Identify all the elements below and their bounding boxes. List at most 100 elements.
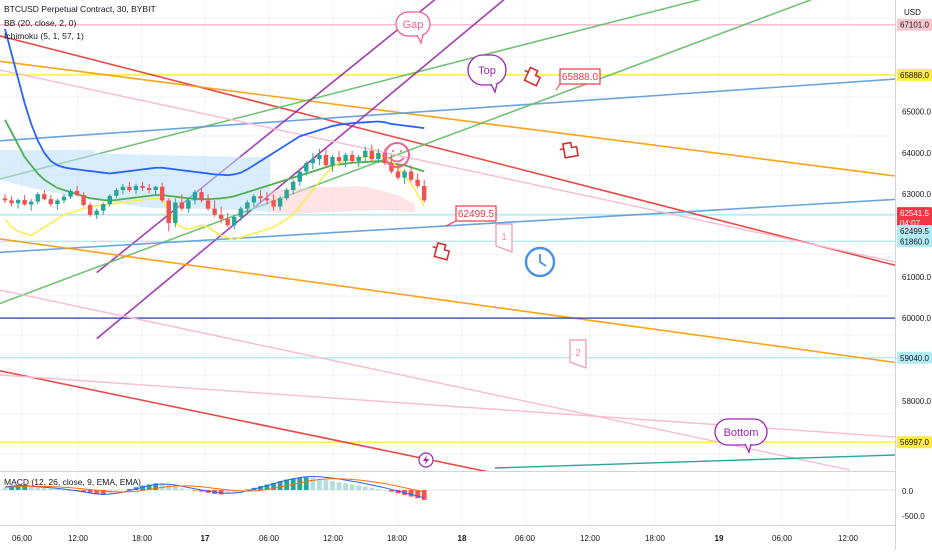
flag-1: 1: [495, 223, 513, 253]
macd-histogram-bar: [140, 485, 145, 490]
macd-histogram-bar: [192, 490, 198, 491]
price-label-62499-box: [455, 205, 497, 222]
macd-indicator-legend[interactable]: MACD (12, 26, close, 9, EMA, EMA): [4, 477, 141, 487]
bb-indicator-legend[interactable]: BB (20, close, 2, 0): [4, 18, 77, 28]
candle-body: [192, 192, 198, 201]
trendline-blue-support: [0, 198, 895, 254]
candle-body: [389, 163, 394, 172]
pointing-hand-icon-finger: [559, 148, 564, 151]
candle-body: [277, 198, 283, 207]
price-label-65888-box: [559, 68, 601, 85]
macd-histogram-bar: [179, 488, 185, 490]
candle-body: [264, 198, 270, 201]
time-tick-label: 19: [715, 534, 724, 543]
clock-face-icon: [524, 246, 556, 278]
gap-bubble-text: Gap: [403, 19, 424, 31]
candle-body: [271, 200, 276, 207]
candle-body: [68, 190, 73, 197]
price-tag-label: 62541.5: [900, 209, 929, 218]
macd-histogram-bar: [100, 490, 106, 495]
price-label-65888-text: 65888.0: [562, 72, 599, 83]
candle-body: [218, 214, 224, 219]
time-tick-label: 06:00: [259, 534, 280, 543]
candle-body: [55, 200, 60, 205]
macd-histogram-bar: [218, 490, 224, 495]
price-tick-label: 63000.0: [902, 190, 931, 199]
price-label-62499-text: 62499.5: [458, 209, 495, 220]
macd-histogram-bar: [28, 486, 34, 490]
price-tick-label: 64000.0: [902, 149, 931, 158]
macd-histogram-bar: [35, 487, 41, 490]
macd-histogram-bar: [323, 480, 329, 490]
smiley-face: [384, 142, 410, 168]
candle-body: [376, 152, 381, 160]
top-bubble-text: Top: [478, 65, 496, 77]
macd-histogram-bar: [395, 490, 401, 494]
price-tick-label: 60000.0: [902, 314, 931, 323]
ichimoku-indicator-legend[interactable]: Ichimoku (5, 1, 57, 1): [4, 31, 84, 41]
trendline-red-lower: [0, 370, 489, 471]
macd-tick-label: -500.0: [902, 512, 925, 521]
candle-body: [166, 200, 171, 224]
pointing-hand-icon-finger: [524, 69, 529, 73]
candle-body: [74, 190, 80, 196]
candle-body: [127, 186, 132, 191]
candle-body: [94, 210, 99, 215]
macd-histogram-bar: [297, 477, 303, 490]
candle-body: [225, 218, 230, 226]
top-bubble-tail: [490, 83, 498, 94]
price-tag-label: 56997.0: [900, 438, 929, 447]
time-tick-label: 18: [458, 534, 467, 543]
time-tick-label: 12:00: [838, 534, 859, 543]
grid: [0, 0, 895, 525]
candle-body: [402, 171, 407, 178]
macd-histogram-bar: [244, 489, 250, 491]
candle-body: [356, 157, 361, 162]
macd-histogram-bar: [271, 482, 276, 490]
macd-histogram-bar: [225, 490, 231, 494]
macd-histogram-bar: [9, 486, 14, 490]
candle-body: [258, 196, 263, 199]
macd-histogram-bar: [389, 490, 394, 492]
candle-body: [408, 171, 414, 180]
trendline-green-channel-bottom: [0, 0, 813, 305]
price-tag-box: [897, 68, 932, 81]
series-line: [4, 28, 425, 177]
macd-pane: [0, 476, 895, 500]
candle-body: [186, 200, 191, 209]
trendline-red-top: [0, 35, 895, 267]
time-tick-label: 06:00: [772, 534, 793, 543]
candle-body: [232, 216, 237, 226]
macd-histogram-bar: [356, 485, 362, 490]
macd-tick-label: 0.0: [902, 487, 914, 496]
price-tag-box: [897, 207, 932, 220]
price-tick-label: 61000.0: [902, 273, 931, 282]
macd-histogram-bar: [277, 481, 283, 490]
candle-body: [415, 179, 420, 186]
macd-histogram-bar: [231, 490, 237, 493]
event-lightning-icon: [418, 452, 434, 468]
price-tag-label: 59040.0: [900, 354, 929, 363]
macd-histogram-bar: [15, 485, 21, 490]
macd-histogram-bar: [310, 477, 316, 490]
candle-body: [238, 208, 243, 217]
price-tag-label: 62499.5: [900, 227, 929, 236]
candle-body: [42, 194, 47, 200]
symbol-title[interactable]: BTCUSD Perpetual Contract, 30, BYBIT: [4, 4, 156, 14]
candle-body: [395, 171, 401, 178]
smiley-mouth: [389, 157, 405, 163]
candle-body: [179, 202, 185, 209]
price-tag-box: [897, 235, 932, 248]
macd-histogram-bar: [421, 490, 427, 500]
time-tick-label: 17: [201, 534, 210, 543]
flag-1-text: 1: [501, 232, 507, 243]
currency-label[interactable]: USD: [904, 8, 921, 17]
price-tick-label: 58000.0: [902, 397, 931, 406]
top-bubble-shape: [467, 54, 507, 86]
candle-body: [133, 185, 139, 191]
price-tag-box: [897, 436, 932, 449]
pointing-hand-icon-shape: [561, 141, 580, 159]
